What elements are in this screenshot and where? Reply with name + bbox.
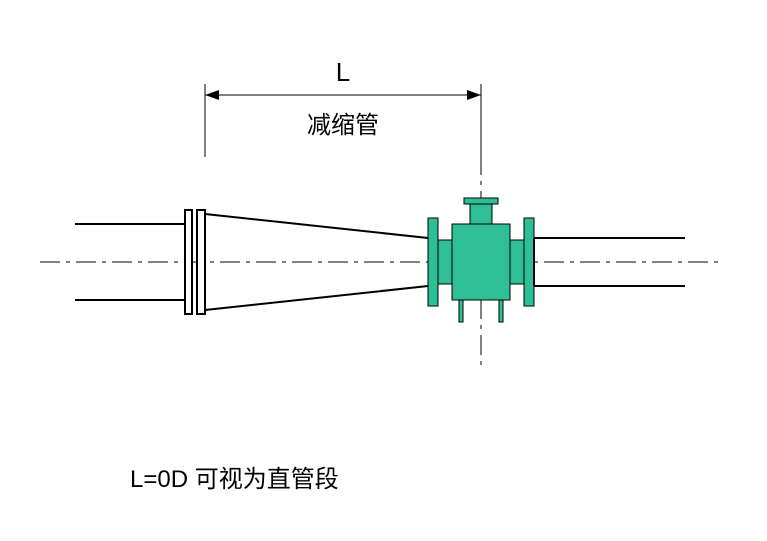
reducer-annotation: 减缩管 xyxy=(307,112,379,139)
caption-text: L=0D 可视为直管段 xyxy=(130,466,339,493)
dimension-label: L xyxy=(336,57,350,87)
dimension-L: L 减缩管 xyxy=(205,57,481,157)
